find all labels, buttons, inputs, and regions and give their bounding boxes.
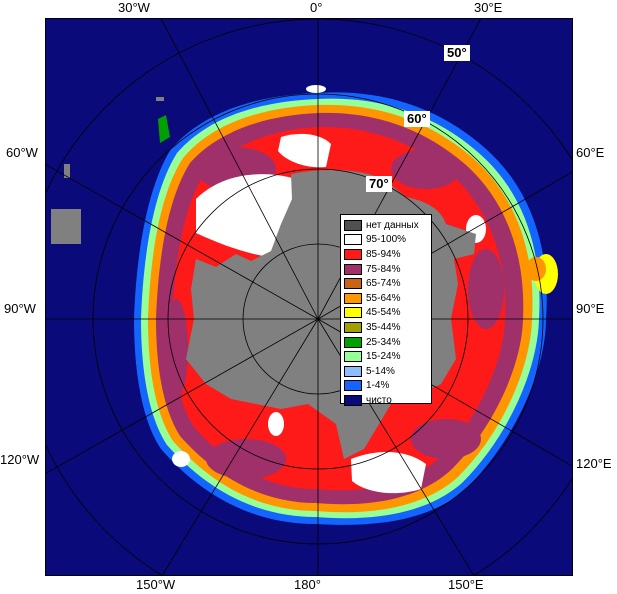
legend-item: 85-94% (344, 247, 428, 262)
legend-label: чисто (366, 394, 392, 406)
legend-label: 75-84% (366, 263, 401, 275)
lon-label-150w: 150°W (136, 577, 176, 592)
legend-swatch (344, 234, 362, 246)
legend-swatch (344, 365, 362, 377)
legend-swatch (344, 380, 362, 392)
lat-label-60: 60° (404, 111, 430, 127)
legend-label: 35-44% (366, 321, 401, 333)
legend-item: 65-74% (344, 276, 428, 291)
lat-label-50: 50° (444, 45, 470, 61)
legend-swatch (344, 278, 362, 290)
legend-item: 55-64% (344, 291, 428, 306)
legend-swatch (344, 248, 362, 260)
legend-swatch (344, 394, 362, 406)
legend-label: 45-54% (366, 307, 401, 319)
lon-label-60e: 60°E (576, 145, 605, 160)
legend-label: 65-74% (366, 278, 401, 290)
legend-label: 85-94% (366, 248, 401, 260)
no-data-specks (51, 97, 164, 244)
lon-label-120e: 120°E (576, 456, 612, 471)
lon-label-0: 0° (310, 0, 323, 15)
legend-swatch (344, 321, 362, 333)
legend-label: 15-24% (366, 351, 401, 363)
legend-label: 5-14% (366, 365, 395, 377)
lon-label-30e: 30°E (474, 0, 503, 15)
lon-label-150e: 150°E (448, 577, 484, 592)
legend-item: 35-44% (344, 320, 428, 335)
lon-label-120w: 120°W (0, 452, 40, 467)
legend-label: 25-34% (366, 336, 401, 348)
legend-item: 95-100% (344, 233, 428, 248)
lon-label-60w: 60°W (6, 145, 38, 160)
sea-ice-map (46, 19, 572, 575)
lat-label-70: 70° (366, 176, 392, 192)
legend-label: нет данных (366, 219, 419, 231)
legend-label: 55-64% (366, 292, 401, 304)
legend-swatch (344, 336, 362, 348)
legend-item: чисто (344, 393, 428, 408)
legend-swatch (344, 263, 362, 275)
legend-item: 5-14% (344, 364, 428, 379)
map-frame (45, 18, 573, 576)
legend-item: 1-4% (344, 379, 428, 394)
legend-swatch (344, 292, 362, 304)
legend-swatch (344, 219, 362, 231)
legend-item: 45-54% (344, 306, 428, 321)
legend-label: 95-100% (366, 234, 407, 246)
legend-swatch (344, 307, 362, 319)
legend-item: 75-84% (344, 262, 428, 277)
lon-label-180: 180° (294, 577, 321, 592)
legend: нет данных 95-100% 85-94% 75-84% 65-74% … (340, 214, 432, 406)
legend-item: 15-24% (344, 349, 428, 364)
legend-item: нет данных (344, 218, 428, 233)
legend-item: 25-34% (344, 335, 428, 350)
lon-label-30w: 30°W (118, 0, 150, 15)
lon-label-90e: 90°E (576, 301, 605, 316)
lon-label-90w: 90°W (4, 301, 36, 316)
legend-swatch (344, 351, 362, 363)
legend-label: 1-4% (366, 380, 390, 392)
